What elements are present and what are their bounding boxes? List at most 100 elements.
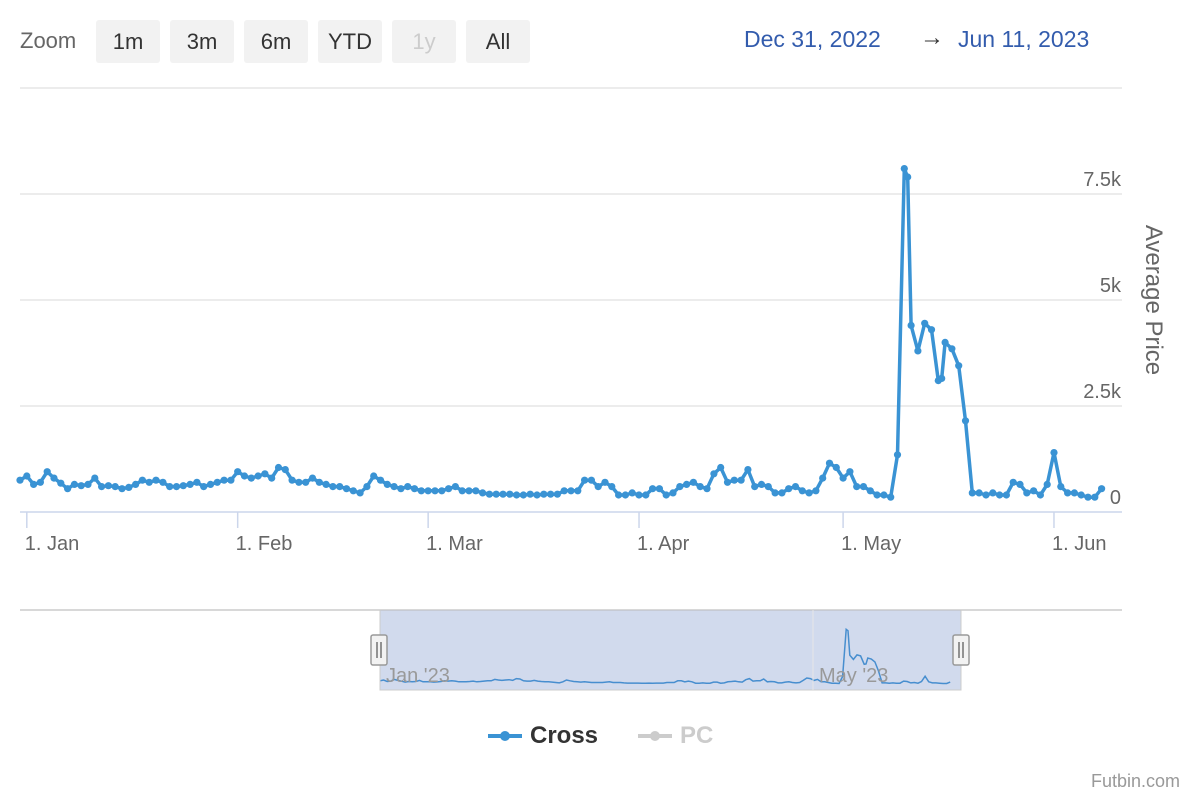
data-point (438, 487, 446, 495)
navigator-right-handle[interactable] (952, 634, 970, 666)
data-point (356, 489, 364, 497)
data-point (424, 487, 432, 495)
data-point (785, 485, 793, 493)
data-point (64, 485, 72, 493)
data-point (866, 487, 874, 495)
navigator[interactable]: Jan '23 May '23 (20, 609, 1122, 691)
zoom-6m-button[interactable]: 6m (244, 20, 308, 63)
data-point (465, 487, 473, 495)
zoom-label: Zoom (20, 28, 77, 53)
navigator-left-handle[interactable] (370, 634, 388, 666)
data-point (567, 487, 575, 495)
data-point (696, 483, 704, 491)
data-point (445, 485, 453, 493)
data-point (315, 478, 323, 486)
data-point (893, 451, 902, 459)
zoom-1y-button[interactable]: 1y (392, 20, 456, 63)
legend-label-cross: Cross (530, 722, 599, 749)
data-point (1050, 449, 1058, 457)
data-point (43, 468, 51, 476)
data-point (907, 321, 915, 329)
data-point (1043, 480, 1051, 488)
data-point (247, 474, 255, 482)
data-point (206, 480, 215, 488)
data-point (397, 485, 405, 493)
date-to-input[interactable]: Jun 11, 2023 (958, 26, 1090, 52)
data-point (98, 483, 106, 491)
data-point (805, 489, 813, 497)
data-point (927, 326, 936, 334)
data-point (308, 474, 317, 482)
data-point (941, 338, 949, 346)
data-point (846, 468, 854, 476)
legend-item-pc[interactable]: PC (638, 722, 713, 750)
data-point (968, 489, 976, 497)
zoom-all-button[interactable]: All (466, 20, 530, 63)
data-point (417, 487, 425, 495)
data-point (138, 476, 146, 484)
data-point (193, 478, 201, 486)
data-point (574, 487, 582, 495)
data-point (914, 347, 922, 355)
navigator-label-may: May '23 (819, 665, 888, 687)
data-point (832, 463, 840, 472)
data-point (227, 476, 235, 484)
data-point (683, 480, 691, 488)
zoom-3m-button[interactable]: 3m (170, 20, 234, 63)
data-point (1057, 483, 1065, 491)
data-point (274, 463, 283, 472)
credits-link[interactable]: Futbin.com (1090, 771, 1180, 791)
legend-item-cross[interactable]: Cross (488, 722, 598, 750)
data-point (1077, 491, 1085, 499)
data-point (288, 476, 296, 484)
data-point (506, 490, 514, 498)
data-point (628, 489, 636, 497)
data-point (23, 472, 31, 480)
y-axis-labels: 0 2.5k 5k 7.5k (1083, 169, 1122, 509)
data-point (1070, 489, 1078, 497)
data-point (302, 478, 310, 486)
data-point (261, 470, 269, 478)
data-point (757, 480, 766, 488)
y-tick-label: 0 (1110, 487, 1121, 509)
legend-symbol-cross (488, 731, 522, 741)
data-point (615, 491, 623, 499)
data-point (77, 482, 85, 490)
data-point (50, 474, 58, 482)
data-point (1016, 480, 1024, 488)
zoom-1m-button[interactable]: 1m (96, 20, 160, 63)
data-point (329, 483, 337, 491)
data-point (649, 485, 657, 493)
data-point (1064, 489, 1072, 497)
data-point (887, 493, 895, 501)
data-point (132, 480, 140, 488)
data-point (451, 483, 459, 491)
data-point (982, 491, 990, 499)
data-point (703, 485, 711, 493)
data-point (601, 478, 609, 486)
x-tick-label: 1. May (841, 533, 901, 555)
data-point (1030, 487, 1038, 495)
data-point (234, 468, 242, 476)
zoom-ytd-button[interactable]: YTD (318, 20, 382, 63)
data-point (104, 482, 112, 490)
date-from-input[interactable]: Dec 31, 2022 (744, 26, 881, 52)
data-point (179, 482, 187, 490)
data-point (880, 491, 888, 499)
data-point (1091, 493, 1099, 501)
data-point (730, 476, 738, 484)
navigator-selection[interactable] (379, 609, 962, 691)
x-axis: 1. Jan 1. Feb 1. Mar 1. Apr 1. May 1. Jun (20, 511, 1122, 555)
data-point (594, 483, 602, 491)
data-point (938, 374, 946, 382)
data-point (213, 478, 221, 486)
series-cross[interactable] (16, 165, 1106, 501)
x-tick-label: 1. Jun (1052, 533, 1106, 555)
data-point (254, 472, 262, 480)
data-point (1036, 491, 1044, 499)
data-point (499, 490, 507, 498)
data-point (547, 490, 555, 498)
x-tick-label: 1. Feb (236, 533, 293, 555)
grid-lines (20, 87, 1122, 407)
